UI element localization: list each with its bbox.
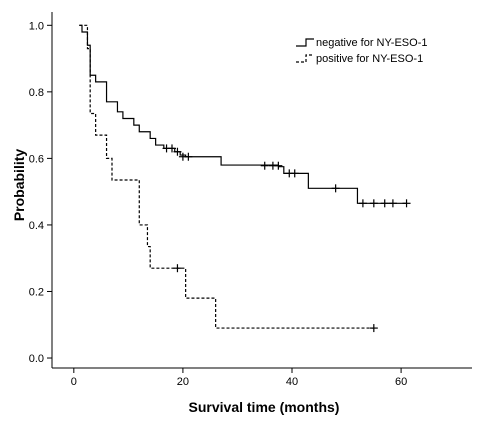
x-tick-label: 60: [395, 376, 407, 388]
x-tick-label: 40: [286, 376, 298, 388]
y-tick-label: 0.4: [29, 220, 44, 232]
series-positive: [79, 24, 378, 333]
legend-item: positive for NY-ESO-1: [296, 53, 423, 65]
y-tick-label: 1.0: [29, 20, 44, 32]
y-axis-title: Probability: [11, 149, 27, 222]
legend-swatch: [296, 54, 314, 63]
x-axis-title: Survival time (months): [189, 399, 340, 415]
censor-mark: [402, 199, 411, 208]
x-tick-label: 0: [71, 376, 77, 388]
y-tick-label: 0.6: [29, 153, 44, 165]
legend: negative for NY-ESO-1 positive for NY-ESO…: [296, 37, 427, 65]
censor-mark: [173, 147, 182, 156]
x-tick-label: 20: [177, 376, 189, 388]
legend-swatch: [296, 38, 314, 47]
series-layer: [79, 24, 411, 333]
survival-curve: [79, 24, 407, 204]
legend-item: negative for NY-ESO-1: [296, 37, 427, 49]
censor-mark: [369, 324, 378, 333]
survival-curve: [79, 24, 374, 329]
censor-mark: [369, 199, 378, 208]
censor-mark: [388, 199, 397, 208]
censor-mark: [290, 169, 299, 178]
censor-mark: [168, 144, 176, 153]
y-tick-label: 0.2: [29, 286, 44, 298]
censor-mark: [184, 152, 193, 161]
censor-mark: [380, 199, 389, 208]
censor-mark: [358, 199, 367, 208]
axes: 0 20 40 60 0.0 0.2 0.4 0.6 0.8 1.0: [29, 12, 472, 388]
censor-mark: [173, 264, 182, 273]
y-tick-label: 0.0: [29, 353, 44, 365]
y-tick-label: 0.8: [29, 87, 44, 99]
legend-label: positive for NY-ESO-1: [316, 53, 423, 65]
legend-label: negative for NY-ESO-1: [316, 37, 427, 49]
censor-mark: [260, 161, 269, 170]
censor-mark: [331, 184, 340, 193]
series-negative: [79, 24, 411, 208]
censor-mark: [274, 161, 283, 170]
